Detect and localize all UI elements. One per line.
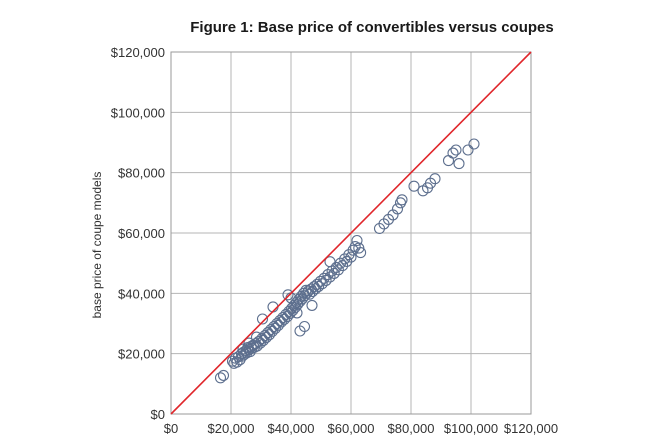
data-point [306, 299, 318, 311]
data-point [408, 180, 420, 192]
data-point [355, 247, 367, 259]
plot-area [170, 51, 532, 415]
data-point [429, 173, 441, 185]
x-tick-label: $0 [164, 421, 178, 436]
data-point [313, 280, 325, 292]
y-tick-label: $60,000 [118, 226, 165, 241]
y-tick-label: $40,000 [118, 286, 165, 301]
chart-title: Figure 1: Base price of convertibles ver… [190, 19, 553, 36]
y-tick-label: $100,000 [111, 105, 165, 120]
data-point [462, 144, 474, 156]
data-point [298, 320, 311, 333]
y-tick-label: $120,000 [111, 45, 165, 60]
data-point [351, 234, 363, 247]
data-point [324, 256, 336, 268]
x-tick-label: $20,000 [208, 421, 255, 436]
data-point [316, 278, 328, 290]
y-tick-label: $80,000 [118, 166, 165, 181]
y-axis-label: base price of coupe models [90, 172, 104, 319]
data-point [391, 203, 404, 215]
data-point [450, 144, 462, 156]
data-point [314, 275, 326, 287]
data-point [237, 343, 249, 355]
data-point [339, 253, 351, 265]
data-point [442, 155, 455, 167]
data-point [320, 274, 332, 286]
reference-line-y-equals-x [170, 51, 532, 415]
x-tick-label: $40,000 [268, 421, 315, 436]
x-tick-label: $120,000 [504, 421, 558, 436]
data-point [447, 147, 459, 159]
data-point [453, 158, 465, 170]
data-point [280, 308, 292, 320]
data-point [324, 271, 336, 283]
y-tick-label: $0 [151, 407, 165, 422]
data-point [282, 289, 294, 301]
data-point [341, 255, 353, 267]
y-axis-ticks: $0 $20,000 $40,000 $60,000 $80,000 $100,000 $1… [111, 45, 165, 422]
data-point [345, 251, 357, 263]
data-point [291, 307, 303, 319]
x-tick-label: $80,000 [388, 421, 435, 436]
data-point [250, 331, 263, 343]
data-point [322, 269, 334, 281]
data-points [214, 138, 480, 384]
data-point [217, 369, 230, 381]
data-point [332, 264, 344, 276]
data-point [308, 281, 320, 293]
y-tick-label: $20,000 [118, 347, 165, 362]
x-tick-label: $60,000 [328, 421, 375, 436]
data-point [396, 194, 408, 206]
data-point [243, 337, 255, 349]
data-point [334, 257, 347, 269]
data-point [318, 272, 330, 284]
data-point [330, 261, 342, 273]
data-point [214, 372, 227, 384]
data-point [311, 278, 323, 290]
data-point [337, 260, 349, 272]
x-tick-label: $100,000 [444, 421, 498, 436]
data-point [328, 267, 340, 279]
x-axis-ticks: $0 $20,000 $40,000 $60,000 $80,000 $100,000 $1… [164, 421, 558, 436]
data-point [468, 138, 480, 150]
data-point [256, 313, 269, 325]
